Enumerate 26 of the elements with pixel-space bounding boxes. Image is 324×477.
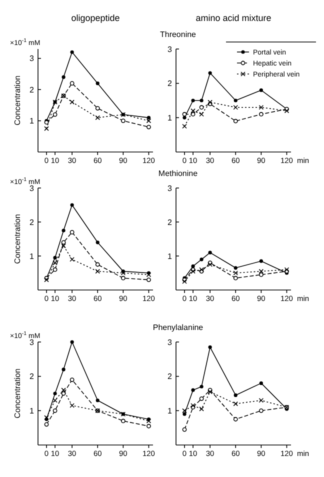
y-tick-label: 3 [30,338,35,347]
y-tick-label: 3 [168,44,173,54]
chart-title: oligopeptide [71,13,120,23]
y-tick-label: 2 [168,79,173,88]
y-tick-label: 3 [168,184,173,193]
chart-title: Methionine [158,169,198,178]
y-tick-label: 3 [30,54,35,64]
y-tick-label: 2 [30,85,35,94]
y-tick-label: 3 [168,338,173,347]
chart-subtitle: Threonine [160,30,197,39]
y-tick-label: 2 [168,372,173,382]
y-tick-label: 1 [168,406,173,416]
y-tick-label: 1 [168,113,173,122]
y-tick-label: 3 [30,184,35,193]
y-axis-title: Concentration [13,368,22,418]
y-tick-label: 1 [30,406,35,416]
y-tick-label: 1 [168,252,173,261]
chart-title: Phenylalanine [152,323,204,332]
y-tick-label: 2 [30,218,35,227]
y-axis-title: Concentration [13,214,22,264]
y-tick-label: 2 [30,372,35,382]
y-tick-label: 2 [168,218,173,227]
y-tick-label: 1 [30,252,35,261]
y-axis-title: Concentration [13,76,22,126]
chart-title: amino acid mixture [196,13,272,23]
y-tick-label: 1 [30,116,35,126]
